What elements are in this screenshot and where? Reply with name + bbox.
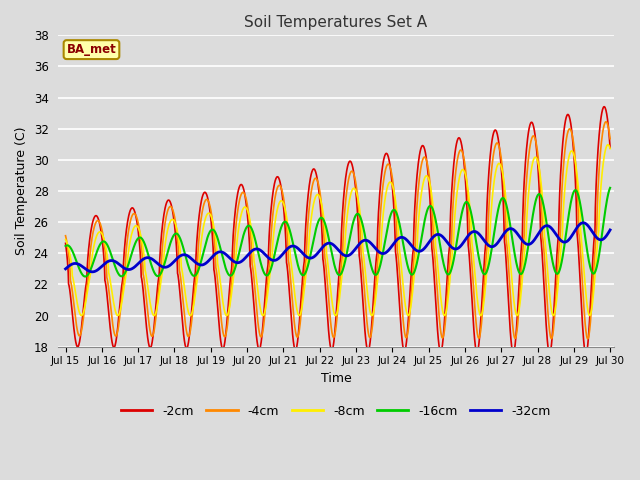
X-axis label: Time: Time <box>321 372 351 385</box>
Legend: -2cm, -4cm, -8cm, -16cm, -32cm: -2cm, -4cm, -8cm, -16cm, -32cm <box>116 400 556 423</box>
Text: BA_met: BA_met <box>67 43 116 56</box>
Title: Soil Temperatures Set A: Soil Temperatures Set A <box>244 15 428 30</box>
Y-axis label: Soil Temperature (C): Soil Temperature (C) <box>15 127 28 255</box>
